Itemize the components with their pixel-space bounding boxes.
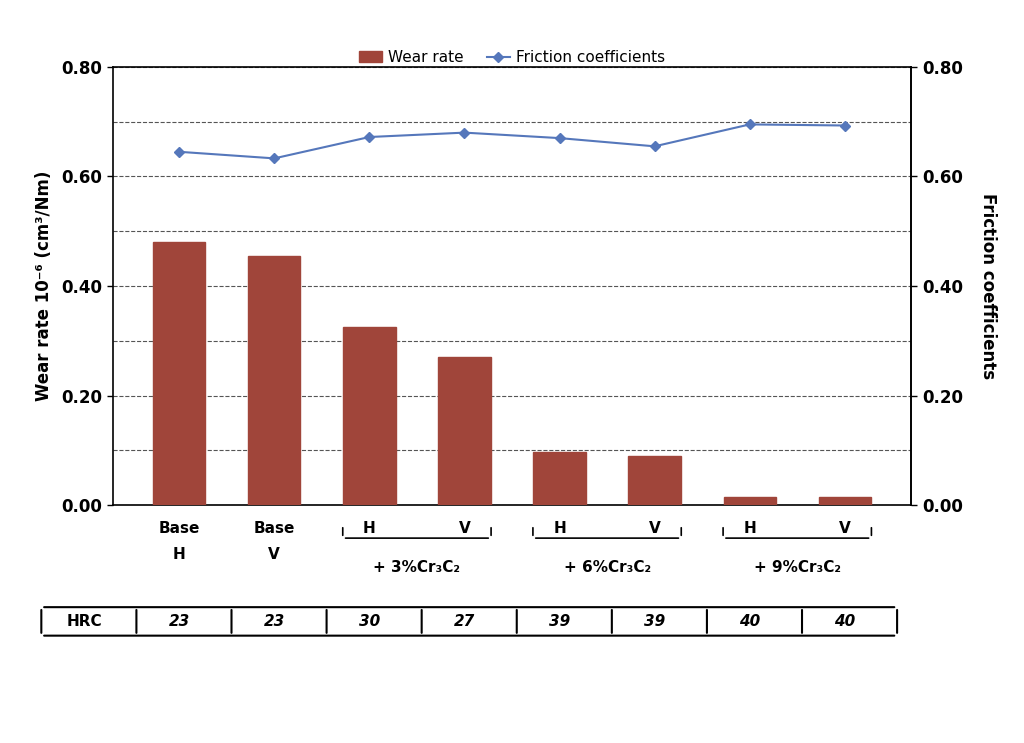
Bar [438, 357, 490, 505]
Text: V: V [268, 547, 281, 562]
Text: H: H [173, 547, 185, 562]
Y-axis label: Wear rate 10⁻⁶ (cm³/Nm): Wear rate 10⁻⁶ (cm³/Nm) [35, 171, 53, 401]
Text: HRC: HRC [67, 614, 102, 629]
Text: V: V [839, 521, 851, 536]
Legend: Wear rate, Friction coefficients: Wear rate, Friction coefficients [353, 44, 671, 71]
Text: 40: 40 [835, 614, 855, 629]
Text: + 3%Cr₃C₂: + 3%Cr₃C₂ [374, 560, 461, 575]
Text: + 6%Cr₃C₂: + 6%Cr₃C₂ [563, 560, 650, 575]
Bar [153, 242, 206, 505]
Bar [724, 497, 776, 505]
Text: H: H [362, 521, 376, 536]
Text: + 9%Cr₃C₂: + 9%Cr₃C₂ [754, 560, 841, 575]
Text: 23: 23 [169, 614, 189, 629]
Bar [248, 256, 300, 505]
Text: 30: 30 [358, 614, 380, 629]
Text: V: V [649, 521, 660, 536]
Text: Base: Base [159, 521, 200, 536]
Text: 39: 39 [644, 614, 666, 629]
Text: H: H [553, 521, 566, 536]
Text: 27: 27 [454, 614, 475, 629]
Bar [629, 456, 681, 505]
Text: 39: 39 [549, 614, 570, 629]
Bar [534, 452, 586, 505]
Y-axis label: Friction coefficients: Friction coefficients [979, 193, 997, 379]
Text: H: H [743, 521, 756, 536]
Text: 23: 23 [263, 614, 285, 629]
Text: 40: 40 [739, 614, 761, 629]
Text: V: V [459, 521, 470, 536]
Bar [343, 327, 395, 505]
Bar [818, 497, 871, 505]
Text: Base: Base [254, 521, 295, 536]
